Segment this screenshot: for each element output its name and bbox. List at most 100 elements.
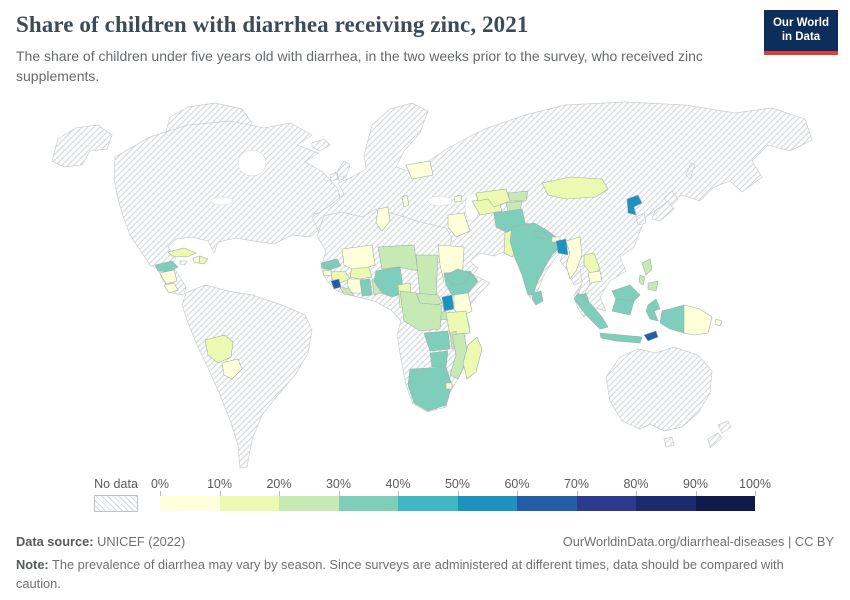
country-liberia[interactable] bbox=[339, 286, 355, 297]
landmass-iceland[interactable] bbox=[311, 138, 331, 152]
legend-tick-10%: 10% bbox=[206, 477, 233, 491]
country-timor-leste[interactable] bbox=[643, 330, 659, 342]
legend-tick-90%: 90% bbox=[682, 477, 709, 491]
country-nigeria[interactable] bbox=[373, 266, 405, 298]
country-iraq[interactable] bbox=[447, 212, 471, 238]
country-indonesia-kalimantan[interactable] bbox=[611, 298, 635, 316]
legend-no-data[interactable]: No data bbox=[93, 477, 139, 512]
country-nepal[interactable] bbox=[533, 230, 551, 240]
country-belarus[interactable] bbox=[405, 160, 434, 180]
legend-bin-50-60%[interactable] bbox=[457, 496, 517, 511]
legend-bin-90-100%[interactable] bbox=[695, 496, 755, 511]
country-philippines-luzon[interactable] bbox=[641, 258, 653, 276]
landmass-new-zealand-south[interactable] bbox=[707, 432, 723, 449]
owid-logo-line2: in Data bbox=[781, 30, 821, 43]
country-armenia[interactable] bbox=[453, 194, 463, 203]
landmass-new-zealand-north[interactable] bbox=[717, 420, 732, 434]
black-sea bbox=[427, 195, 453, 207]
country-india[interactable] bbox=[509, 222, 561, 296]
data-source-line: Data source: UNICEF (2022) bbox=[16, 532, 185, 551]
legend-tick-mark bbox=[517, 491, 518, 496]
legend-tick-mark bbox=[636, 491, 637, 496]
map-legend: No data 0% 10% 20% 30% 40% 50% 60% 70% 80% 90% 100… bbox=[0, 477, 850, 519]
landmass-ireland[interactable] bbox=[329, 171, 339, 182]
country-indonesia-sulawesi[interactable] bbox=[645, 298, 661, 322]
country-mongolia[interactable] bbox=[541, 176, 609, 200]
country-sierra-leone[interactable] bbox=[330, 278, 342, 290]
country-papua-new-guinea[interactable] bbox=[683, 304, 713, 336]
country-malaysia-borneo[interactable] bbox=[611, 284, 641, 302]
country-eswatini[interactable] bbox=[445, 382, 453, 390]
legend-tick-50%: 50% bbox=[444, 477, 471, 491]
country-myanmar[interactable] bbox=[565, 236, 583, 280]
data-source-value: UNICEF (2022) bbox=[93, 534, 186, 549]
country-sri-lanka[interactable] bbox=[531, 290, 544, 306]
owid-logo[interactable]: Our World in Data bbox=[764, 10, 838, 55]
legend-tick-60%: 60% bbox=[504, 477, 530, 491]
country-chad[interactable] bbox=[415, 254, 439, 298]
landmass-south-korea[interactable] bbox=[635, 212, 647, 226]
country-niger[interactable] bbox=[377, 244, 419, 272]
landmass-south-america[interactable] bbox=[181, 284, 313, 469]
country-tunisia[interactable] bbox=[375, 206, 391, 232]
landmass-britain[interactable] bbox=[336, 160, 351, 182]
country-bangladesh[interactable] bbox=[555, 238, 569, 256]
landmass-japan-honshu[interactable] bbox=[651, 200, 675, 222]
legend-tick-70%: 70% bbox=[563, 477, 590, 491]
no-data-swatch[interactable] bbox=[94, 495, 138, 512]
country-north-korea[interactable] bbox=[626, 194, 643, 216]
country-south-africa[interactable] bbox=[407, 366, 453, 412]
chart-subtitle: The share of children under five years o… bbox=[16, 48, 703, 85]
country-indonesia-sumatra[interactable] bbox=[573, 292, 609, 330]
country-mozambique[interactable] bbox=[449, 332, 469, 380]
country-philippines-mindanao[interactable] bbox=[647, 280, 659, 292]
legend-tick-30%: 30% bbox=[325, 477, 352, 491]
country-cambodia[interactable] bbox=[587, 270, 603, 284]
landmass-tasmania[interactable] bbox=[663, 436, 675, 448]
legend-bin-80-90%[interactable] bbox=[636, 496, 696, 511]
legend-bin-10-20%[interactable] bbox=[219, 496, 279, 511]
country-mali[interactable] bbox=[341, 244, 376, 270]
legend-tick-mark bbox=[338, 491, 340, 496]
country-zimbabwe[interactable] bbox=[429, 350, 449, 368]
legend-bin-70-80%[interactable] bbox=[576, 496, 636, 511]
legend-colorbar bbox=[160, 496, 755, 511]
country-kyrgyzstan[interactable] bbox=[507, 190, 529, 202]
country-dominican-republic[interactable] bbox=[198, 255, 209, 265]
legend-bin-40-50%[interactable] bbox=[398, 496, 458, 511]
legend-tick-labels: 0% 10% 20% 30% 40% 50% 60% 70% 80% 90% 100% bbox=[151, 477, 771, 496]
legend-tick-80%: 80% bbox=[623, 477, 649, 491]
country-guinea-bissau[interactable] bbox=[322, 269, 333, 277]
legend-tick-mark bbox=[279, 491, 280, 496]
country-gambia[interactable] bbox=[323, 264, 335, 269]
country-honduras[interactable] bbox=[154, 260, 179, 273]
country-bolivia[interactable] bbox=[204, 334, 234, 364]
country-albania[interactable] bbox=[401, 194, 410, 208]
legend-bin-30-40%[interactable] bbox=[338, 496, 398, 511]
landmass-jamaica[interactable] bbox=[179, 260, 188, 266]
owid-link[interactable]: OurWorldinData.org/diarrheal-diseases | … bbox=[562, 534, 834, 549]
country-tanzania[interactable] bbox=[445, 310, 471, 336]
country-costa-rica[interactable] bbox=[163, 282, 179, 294]
landmass-north-america[interactable] bbox=[113, 120, 343, 270]
country-madagascar[interactable] bbox=[462, 336, 483, 380]
legend-bin-60-70%[interactable] bbox=[517, 496, 577, 511]
legend-bin-20-30%[interactable] bbox=[279, 496, 339, 511]
country-cuba[interactable] bbox=[167, 247, 197, 258]
landmass-alaska[interactable] bbox=[51, 124, 113, 168]
country-nicaragua[interactable] bbox=[159, 269, 178, 285]
country-solomon-islands[interactable] bbox=[714, 318, 723, 327]
country-uzbekistan[interactable] bbox=[475, 188, 511, 208]
country-yemen[interactable] bbox=[445, 268, 471, 286]
country-uganda[interactable] bbox=[441, 294, 455, 312]
country-ghana[interactable] bbox=[359, 278, 373, 297]
country-indonesia-java[interactable] bbox=[599, 332, 643, 344]
landmass-sakhalin[interactable] bbox=[685, 162, 696, 180]
legend-bin-0-10%[interactable] bbox=[160, 496, 220, 511]
country-philippines-visayas[interactable] bbox=[638, 274, 646, 286]
country-paraguay[interactable] bbox=[221, 358, 243, 380]
country-zambia[interactable] bbox=[423, 330, 451, 352]
country-indonesia-papua[interactable] bbox=[659, 304, 685, 334]
country-dr-congo[interactable] bbox=[399, 290, 443, 332]
landmass-australia[interactable] bbox=[605, 346, 713, 432]
